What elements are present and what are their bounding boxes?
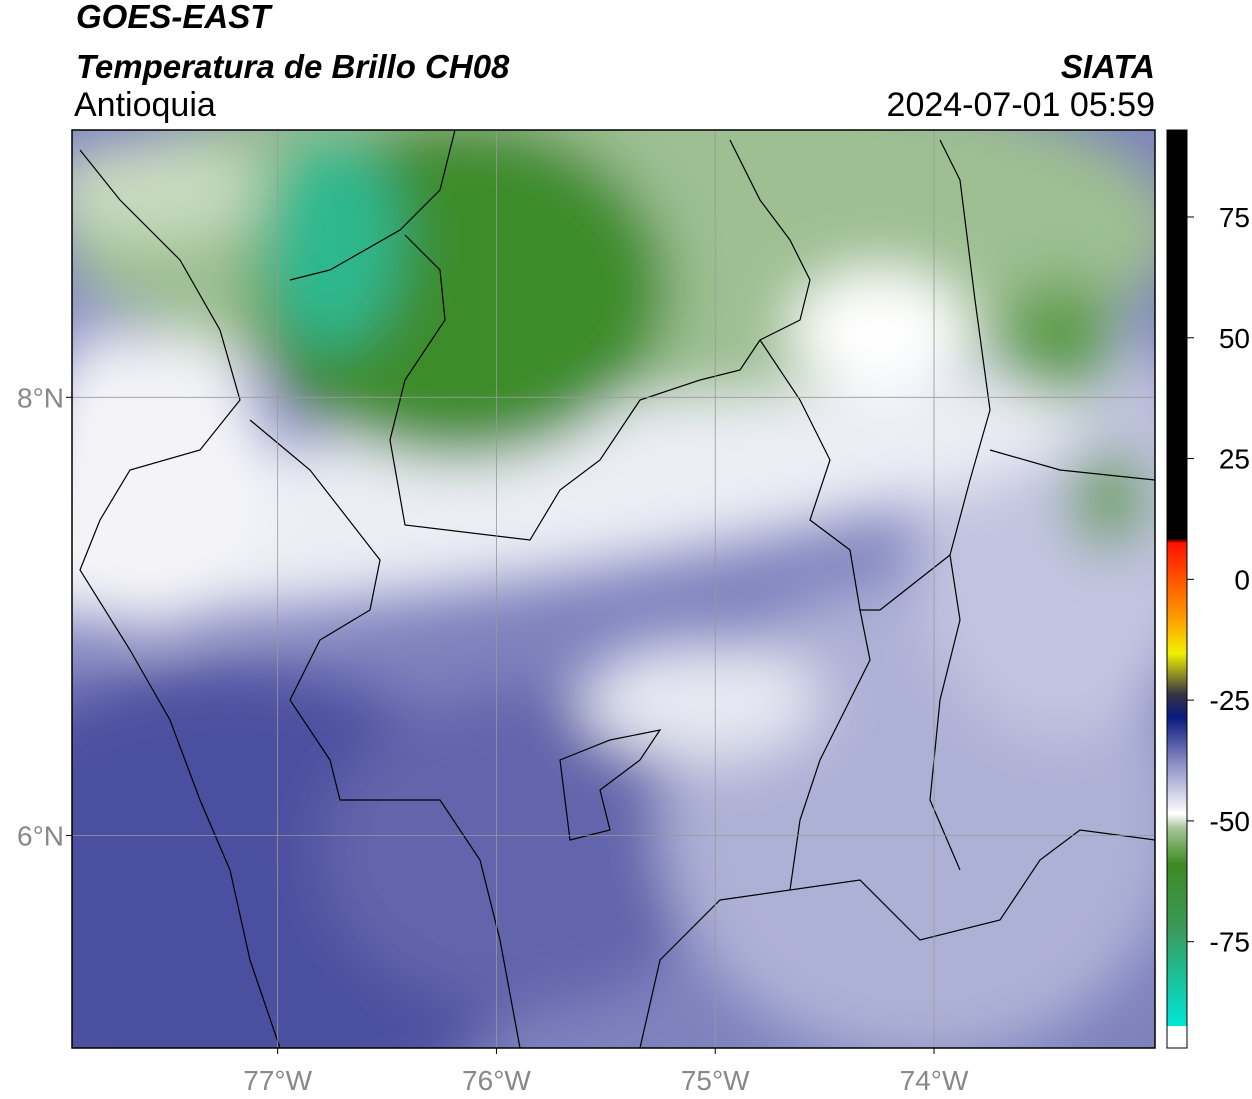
x-tick-label: 75°W <box>681 1065 750 1096</box>
product-title: Temperatura de Brillo CH08 <box>76 48 510 85</box>
colorbar-tick-label: 75 <box>1219 202 1250 233</box>
colorbar-tick-label: -25 <box>1210 685 1250 716</box>
satellite-image <box>72 130 1155 1048</box>
colorbar <box>1166 129 1188 1049</box>
agency: SIATA <box>1061 48 1155 85</box>
graticule <box>72 130 1155 1048</box>
colorbar-tick-label: -50 <box>1210 806 1250 837</box>
x-tick-label: 74°W <box>900 1065 969 1096</box>
colorbar-tick-label: 50 <box>1219 323 1250 354</box>
region: Antioquia <box>74 86 216 124</box>
map-frame <box>71 129 1156 1049</box>
satellite-title: GOES-EAST <box>76 0 273 35</box>
colorbar-tick-label: 0 <box>1234 564 1250 595</box>
y-tick-label: 6°N <box>17 820 64 851</box>
colorbar-tick-label: -75 <box>1210 927 1250 958</box>
timestamp: 2024-07-01 05:59 <box>887 86 1155 124</box>
colorbar-tick-label: 25 <box>1219 444 1250 475</box>
x-tick-label: 76°W <box>462 1065 531 1096</box>
x-tick-label: 77°W <box>243 1065 312 1096</box>
borders <box>79 130 1155 1048</box>
y-tick-label: 8°N <box>17 382 64 413</box>
